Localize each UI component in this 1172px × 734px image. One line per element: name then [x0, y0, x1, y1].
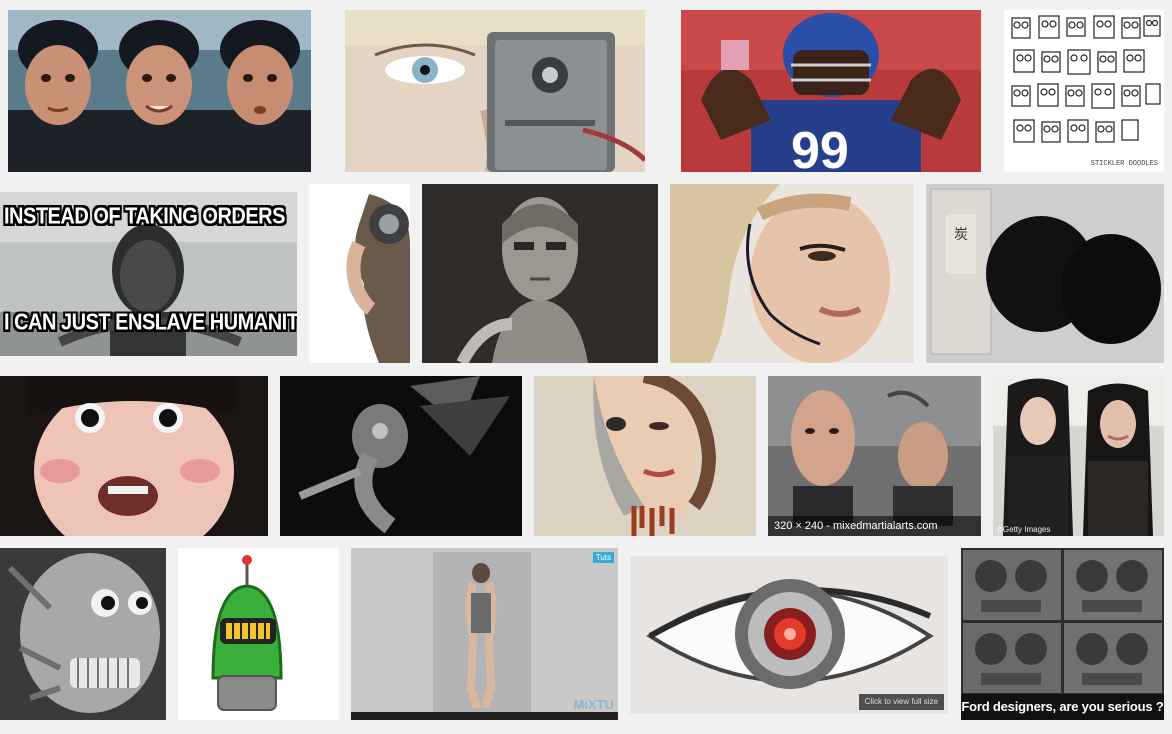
android-girl-image — [0, 376, 268, 536]
tile-green-cartoon-robot[interactable] — [178, 548, 339, 720]
tile-robot-baby[interactable] — [8, 10, 311, 172]
doodle-signature: STICKLER DOODLES — [1090, 160, 1158, 168]
cyborg-woman-image — [670, 184, 914, 363]
tile-chrome-figure[interactable]: Tuts MiXTU — [351, 548, 618, 720]
tile-twin-androids[interactable]: ©Getty Images — [993, 376, 1164, 536]
tile-doodle-robots[interactable]: STICKLER DOODLES — [1004, 10, 1164, 172]
skull-woman-image — [534, 376, 756, 536]
tile-cyborg-woman-line[interactable] — [670, 184, 914, 363]
green-cartoon-robot-image — [178, 548, 339, 720]
tile-robot-profile[interactable] — [309, 184, 410, 363]
tile-silver-mask-robot[interactable] — [422, 184, 658, 363]
exposed-robot-skull-image — [0, 548, 166, 720]
ford-dashboard-image — [961, 548, 1164, 720]
tile-skull-woman[interactable] — [534, 376, 756, 536]
chrome-figure-image — [351, 548, 618, 720]
football-player-image: 99 — [681, 10, 981, 172]
tile-football-player[interactable]: 99 — [681, 10, 981, 172]
ford-caption: Ford designers, are you serious ? — [961, 694, 1164, 720]
tile-mech-fairy[interactable] — [280, 376, 522, 536]
meme-robot-image — [0, 192, 297, 356]
black-oval-package-image: 炭 — [926, 184, 1164, 363]
twin-androids-image — [993, 376, 1164, 536]
silver-mask-robot-image — [422, 184, 658, 363]
tile-exposed-robot-skull[interactable] — [0, 548, 166, 720]
getty-credit: ©Getty Images — [997, 525, 1051, 534]
meme-bottom-text: I CAN JUST ENSLAVE HUMANITY — [4, 310, 297, 336]
tile-meme-robot[interactable]: INSTEAD OF TAKING ORDERS I CAN JUST ENSL… — [0, 192, 297, 356]
robot-profile-image — [309, 184, 410, 363]
mix-logo: MiXTU — [573, 697, 614, 712]
tile-robot-heads[interactable]: 320 × 240 - mixedmartialarts.com — [768, 376, 981, 536]
doodle-robots-image — [1004, 10, 1164, 172]
half-robot-woman-image — [345, 10, 645, 172]
tile-android-girl-surprised[interactable] — [0, 376, 268, 536]
svg-text:炭: 炭 — [954, 227, 968, 243]
meme-top-text: INSTEAD OF TAKING ORDERS — [4, 204, 285, 230]
tile-black-oval-package[interactable]: 炭 — [926, 184, 1164, 363]
view-full-size-label: Click to view full size — [858, 694, 944, 710]
svg-text:99: 99 — [791, 122, 849, 172]
mech-fairy-image — [280, 376, 522, 536]
robot-eye-image — [630, 556, 948, 714]
robot-baby-image — [8, 10, 311, 172]
tile-robot-eye[interactable]: Click to view full size — [630, 556, 948, 714]
tile-ford-dashboard[interactable]: Ford designers, are you serious ? — [961, 548, 1164, 720]
tile-half-robot-woman-eye[interactable] — [345, 10, 645, 172]
robot-heads-image — [768, 376, 981, 536]
tuts-badge: Tuts — [592, 552, 614, 563]
image-size-source-caption: 320 × 240 - mixedmartialarts.com — [768, 516, 981, 536]
